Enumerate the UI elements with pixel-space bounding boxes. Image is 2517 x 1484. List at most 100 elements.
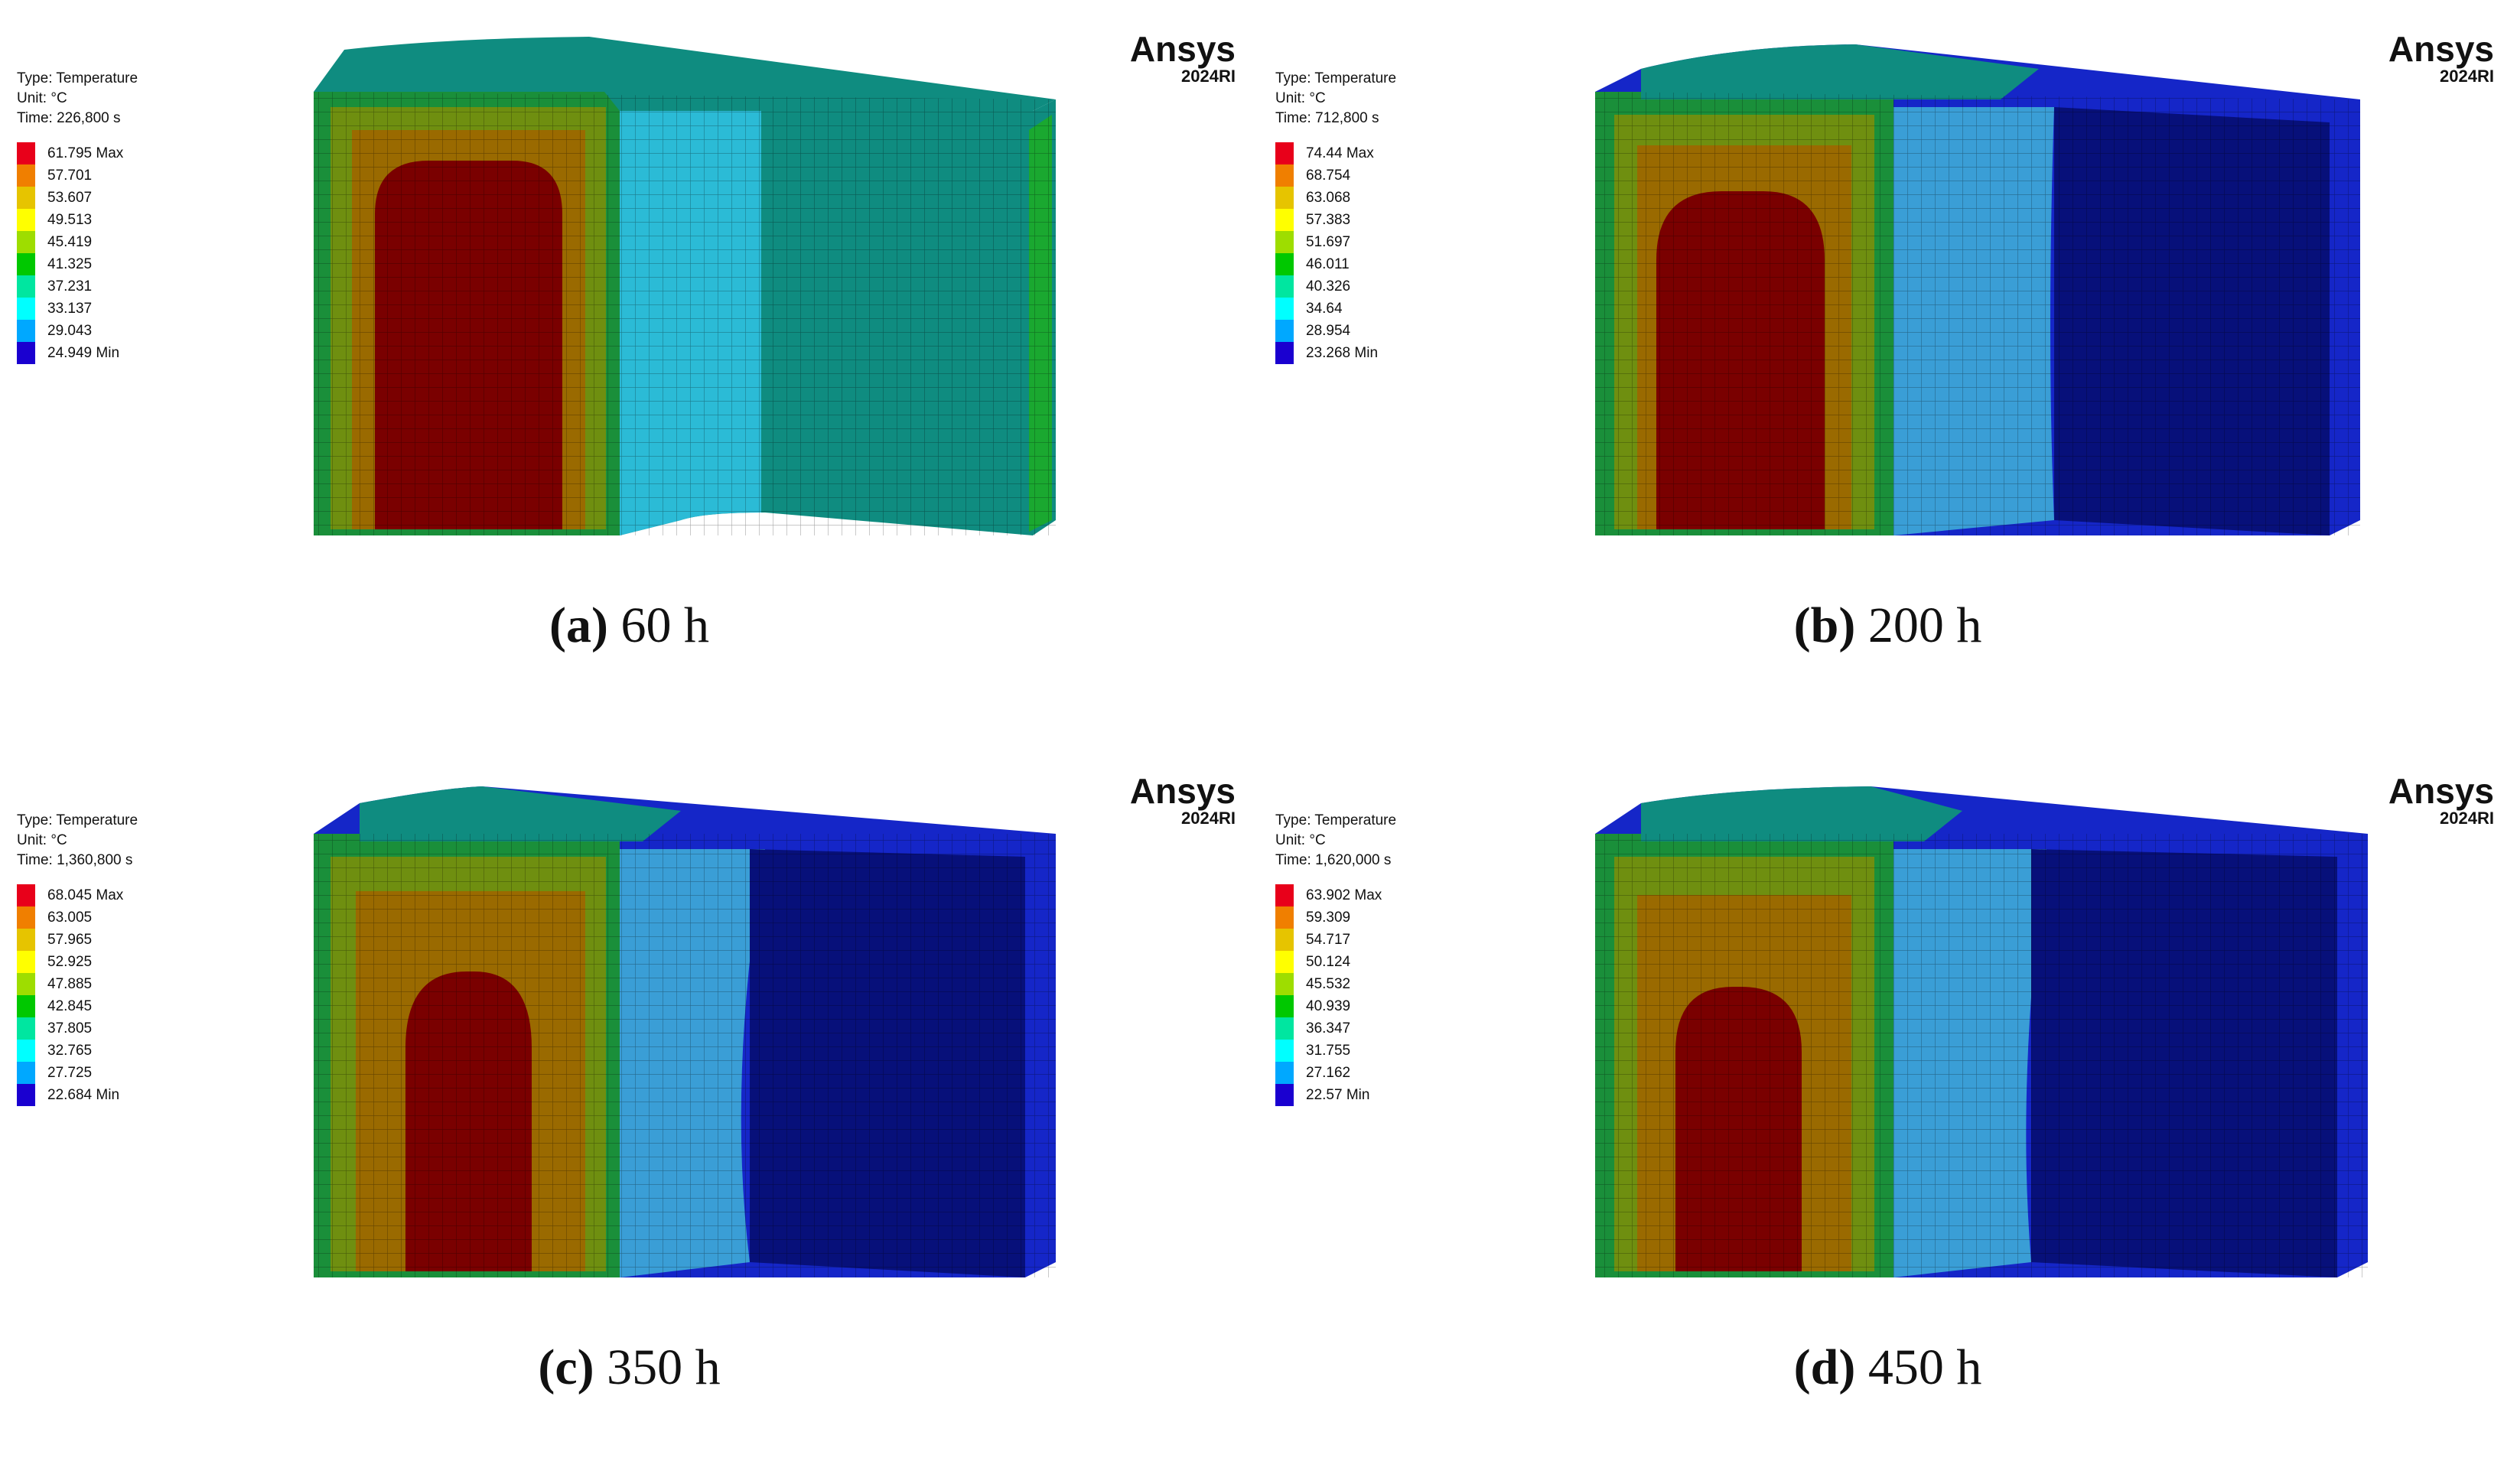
legend-row: 63.005 bbox=[17, 906, 138, 929]
caption-letter: (a) bbox=[549, 597, 608, 653]
legend-value: 68.045 Max bbox=[47, 887, 124, 903]
legend-value: 61.795 Max bbox=[47, 145, 124, 161]
legend-value: 57.383 bbox=[1306, 211, 1351, 228]
caption-text: 350 h bbox=[607, 1339, 721, 1395]
legend-value: 63.902 Max bbox=[1306, 887, 1382, 903]
legend-unit: Unit: °C bbox=[17, 90, 67, 106]
temperature-contour-plot bbox=[1595, 786, 2368, 1277]
legend-row: 51.697 bbox=[1275, 231, 1396, 253]
legend-row: 59.309 bbox=[1275, 906, 1396, 929]
legend-row: 57.383 bbox=[1275, 209, 1396, 231]
legend-value: 63.068 bbox=[1306, 189, 1351, 206]
legend-type: Type: Temperature bbox=[17, 812, 138, 828]
brand-version: 2024RI bbox=[2440, 809, 2494, 828]
ansys-logo: Ansys 2024RI bbox=[2388, 773, 2494, 828]
legend-value: 22.57 Min bbox=[1306, 1086, 1370, 1103]
legend-time: Time: 226,800 s bbox=[17, 110, 121, 126]
legend-row: 40.939 bbox=[1275, 995, 1396, 1017]
legend-row: 28.954 bbox=[1275, 320, 1396, 342]
legend-value: 22.684 Min bbox=[47, 1086, 120, 1103]
brand-name: Ansys bbox=[2388, 29, 2494, 69]
legend-value: 50.124 bbox=[1306, 953, 1351, 970]
legend-type: Type: Temperature bbox=[17, 70, 138, 86]
legend-value: 57.965 bbox=[47, 931, 93, 948]
ansys-logo: Ansys 2024RI bbox=[1130, 773, 1236, 828]
legend-row: 53.607 bbox=[17, 187, 138, 209]
legend-scale: 68.045 Max 63.005 57.965 52.925 47.885 4… bbox=[17, 884, 138, 1106]
legend-row: 61.795 Max bbox=[17, 142, 138, 164]
temperature-contour-plot bbox=[314, 37, 1056, 535]
legend-value: 46.011 bbox=[1306, 255, 1350, 272]
legend-value: 40.326 bbox=[1306, 278, 1351, 295]
legend-row: 22.684 Min bbox=[17, 1084, 138, 1106]
caption-text: 60 h bbox=[620, 597, 709, 653]
brand-name: Ansys bbox=[1129, 29, 1236, 69]
legend-value: 41.325 bbox=[47, 255, 93, 272]
legend-row: 45.532 bbox=[1275, 973, 1396, 995]
legend-type: Type: Temperature bbox=[1275, 70, 1397, 86]
mesh-overlay bbox=[314, 834, 1056, 1277]
ansys-logo: Ansys 2024RI bbox=[1130, 31, 1236, 86]
caption-text: 450 h bbox=[1867, 1339, 1982, 1395]
legend-row: 37.805 bbox=[17, 1017, 138, 1040]
legend-value: 37.805 bbox=[47, 1020, 93, 1037]
legend-row: 31.755 bbox=[1275, 1040, 1396, 1062]
legend-row: 36.347 bbox=[1275, 1017, 1396, 1040]
legend-value: 45.532 bbox=[1306, 975, 1351, 992]
top-hot-region bbox=[1641, 786, 1962, 841]
caption-text: 200 h bbox=[1867, 597, 1982, 653]
model-viewport bbox=[1274, 757, 2498, 1323]
caption-letter: (b) bbox=[1793, 597, 1856, 653]
model-viewport bbox=[15, 15, 1239, 581]
legend-row: 52.925 bbox=[17, 951, 138, 973]
legend-row: 29.043 bbox=[17, 320, 138, 342]
legend-row: 42.845 bbox=[17, 995, 138, 1017]
panel-caption: (d) 450 h bbox=[1258, 1339, 2517, 1397]
mesh-overlay bbox=[314, 92, 1056, 535]
legend: Type: Temperature Unit: °C Time: 1,360,8… bbox=[17, 811, 138, 1106]
legend-value: 54.717 bbox=[1306, 931, 1351, 948]
legend-value: 34.64 bbox=[1306, 300, 1343, 317]
legend-row: 63.068 bbox=[1275, 187, 1396, 209]
caption-letter: (c) bbox=[538, 1339, 594, 1395]
legend-value: 28.954 bbox=[1306, 322, 1351, 339]
panel-c: Type: Temperature Unit: °C Time: 1,360,8… bbox=[0, 742, 1258, 1484]
legend-value: 40.939 bbox=[1306, 997, 1351, 1014]
caption-letter: (d) bbox=[1793, 1339, 1856, 1395]
legend-time: Time: 712,800 s bbox=[1275, 110, 1379, 126]
top-hot-region bbox=[360, 786, 681, 841]
legend-row: 27.162 bbox=[1275, 1062, 1396, 1084]
temperature-contour-plot bbox=[314, 786, 1056, 1277]
legend-row: 68.045 Max bbox=[17, 884, 138, 906]
top-face bbox=[314, 37, 1056, 111]
legend-row: 41.325 bbox=[17, 253, 138, 275]
legend-row: 63.902 Max bbox=[1275, 884, 1396, 906]
legend-row: 50.124 bbox=[1275, 951, 1396, 973]
legend-row: 22.57 Min bbox=[1275, 1084, 1396, 1106]
legend-unit: Unit: °C bbox=[17, 832, 67, 848]
legend-scale: 74.44 Max 68.754 63.068 57.383 51.697 46… bbox=[1275, 142, 1396, 364]
model-viewport bbox=[15, 757, 1239, 1323]
legend-row: 74.44 Max bbox=[1275, 142, 1396, 164]
legend-row: 68.754 bbox=[1275, 164, 1396, 187]
legend-unit: Unit: °C bbox=[1275, 832, 1326, 848]
legend-value: 53.607 bbox=[47, 189, 93, 206]
legend-value: 49.513 bbox=[47, 211, 93, 228]
legend: Type: Temperature Unit: °C Time: 1,620,0… bbox=[1275, 811, 1396, 1106]
legend-row: 57.965 bbox=[17, 929, 138, 951]
model-viewport bbox=[1274, 15, 2498, 581]
legend-type: Type: Temperature bbox=[1275, 812, 1397, 828]
legend-value: 51.697 bbox=[1306, 233, 1351, 250]
legend-row: 46.011 bbox=[1275, 253, 1396, 275]
legend-row: 23.268 Min bbox=[1275, 342, 1396, 364]
legend: Type: Temperature Unit: °C Time: 226,800… bbox=[17, 69, 138, 364]
legend-row: 45.419 bbox=[17, 231, 138, 253]
legend-row: 33.137 bbox=[17, 298, 138, 320]
panel-a: Type: Temperature Unit: °C Time: 226,800… bbox=[0, 0, 1258, 742]
top-hot-region bbox=[1641, 44, 2039, 99]
legend-value: 27.725 bbox=[47, 1064, 93, 1081]
legend-value: 45.419 bbox=[47, 233, 93, 250]
legend-value: 42.845 bbox=[47, 997, 93, 1014]
legend-value: 33.137 bbox=[47, 300, 93, 317]
brand-version: 2024RI bbox=[1181, 809, 1236, 828]
